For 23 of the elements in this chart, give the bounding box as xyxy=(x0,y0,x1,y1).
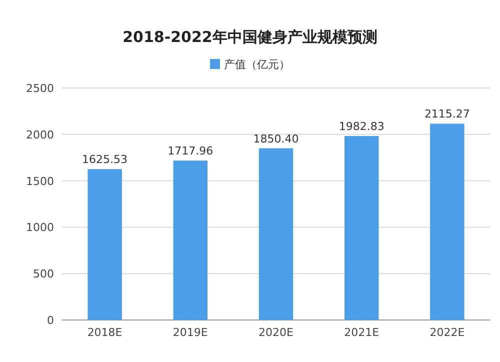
y-tick-label: 500 xyxy=(33,268,54,281)
data-label: 1625.53 xyxy=(82,153,128,166)
bar xyxy=(344,136,379,320)
data-label: 2115.27 xyxy=(424,108,470,121)
y-tick-label: 1500 xyxy=(26,174,54,188)
y-tick-label: 1000 xyxy=(26,221,54,234)
x-tick-label: 2020E xyxy=(258,326,294,339)
x-tick-label: 2018E xyxy=(87,326,122,339)
bar xyxy=(430,124,464,320)
data-label: 1850.40 xyxy=(253,132,299,146)
bar xyxy=(258,148,294,320)
y-tick-label: 2000 xyxy=(26,128,54,142)
bar xyxy=(88,169,122,320)
y-tick-label: 0 xyxy=(47,314,54,327)
x-tick-label: 2019E xyxy=(172,326,208,339)
chart-title: 2018-2022年中国健身产业规模预测 xyxy=(122,28,378,46)
data-label: 1982.83 xyxy=(338,120,384,133)
x-tick-label: 2022E xyxy=(430,326,465,339)
y-tick-label: 2500 xyxy=(26,82,54,95)
x-tick-label: 2021E xyxy=(344,326,380,339)
legend-label: 产值（亿元） xyxy=(224,58,290,71)
bar xyxy=(173,160,208,320)
data-label: 1717.96 xyxy=(168,144,214,158)
